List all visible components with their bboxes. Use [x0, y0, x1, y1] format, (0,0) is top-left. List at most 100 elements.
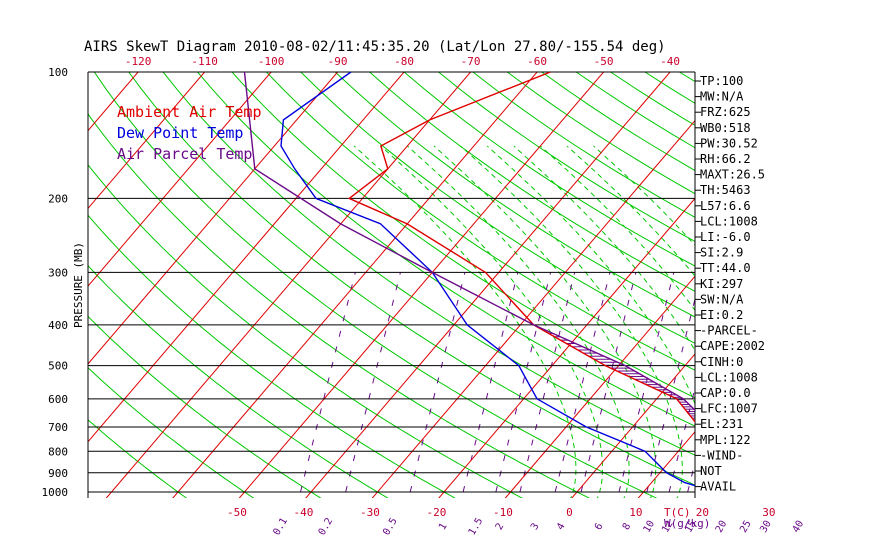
- index-label: LCL:1008: [700, 370, 758, 384]
- dry-adiabat-line: [300, 72, 695, 344]
- isotherm-line: [371, 119, 695, 498]
- index-label: SW:N/A: [700, 292, 744, 306]
- index-label: KI:297: [700, 277, 743, 291]
- index-label: MPL:122: [700, 433, 751, 447]
- index-label: SI:2.9: [700, 246, 743, 260]
- mixing-ratio-line: [300, 272, 356, 493]
- isotherm-line: [172, 72, 538, 498]
- dry-adiabat-line: [783, 72, 870, 501]
- top-temp-tick-label: -50: [594, 55, 614, 68]
- dry-adiabat-line: [266, 72, 695, 371]
- mixing-ratio-tick-label: 0.5: [381, 516, 400, 537]
- mixing-ratio-tick-label: 15: [683, 519, 699, 535]
- mixing-ratio-tick-label: 6: [593, 521, 606, 532]
- pressure-tick-label: 100: [48, 66, 68, 79]
- dry-adiabat-line: [334, 72, 695, 318]
- dry-adiabat-line: [403, 72, 695, 267]
- isotherm-line: [88, 72, 338, 365]
- pressure-tick-label: 1000: [42, 486, 69, 499]
- index-label: MAXT:26.5: [700, 168, 765, 182]
- top-temp-tick-label: -80: [394, 55, 414, 68]
- index-label: LCL:1008: [700, 214, 758, 228]
- top-temp-tick-label: -100: [258, 55, 285, 68]
- isotherm-line: [238, 72, 604, 498]
- dry-adiabat-line: [369, 72, 695, 292]
- top-temp-tick-label: -110: [191, 55, 218, 68]
- mixing-ratio-tick-label: 4: [555, 521, 568, 532]
- pressure-tick-label: 600: [48, 393, 68, 406]
- pressure-tick-label: 700: [48, 421, 68, 434]
- isotherm-line: [571, 353, 695, 498]
- mixing-ratio-line: [766, 272, 821, 492]
- isotherm-line: [88, 72, 205, 210]
- mixing-ratio-tick-label: 0.1: [271, 516, 290, 537]
- mixing-ratio-tick-label: 10: [642, 519, 658, 535]
- index-label: CAP:0.0: [700, 386, 751, 400]
- legend-entry: Dew Point Temp: [117, 124, 243, 142]
- dry-adiabat-line: [88, 367, 255, 498]
- index-label: AVAIL: [700, 480, 736, 494]
- mixing-ratio-line: [495, 272, 552, 493]
- index-label: WB0:518: [700, 121, 751, 135]
- isotherm-line: [504, 275, 695, 498]
- top-temp-tick-label: -120: [125, 55, 152, 68]
- isotherm-line: [438, 197, 695, 498]
- mixing-ratio-line: [462, 272, 519, 493]
- bottom-temp-tick-label: 10: [629, 506, 642, 519]
- index-label: LFC:1007: [700, 402, 758, 416]
- mixing-ratio-line: [580, 272, 637, 493]
- legend-entry: Ambient Air Temp: [117, 103, 262, 121]
- index-label: EL:231: [700, 417, 743, 431]
- mixing-ratio-tick-label: 2: [494, 521, 507, 532]
- x-axis-label: T(C): [664, 506, 691, 519]
- bottom-temp-tick-label: -20: [426, 506, 446, 519]
- dry-adiabat-line: [197, 72, 695, 427]
- index-label: L57:6.6: [700, 199, 751, 213]
- pressure-tick-label: 300: [48, 266, 68, 279]
- isotherm-line: [835, 72, 870, 501]
- mixing-ratio-line: [345, 272, 401, 493]
- pressure-tick-label: 200: [48, 192, 68, 205]
- y-axis-label: PRESSURE (MB): [72, 242, 85, 328]
- pressure-tick-label: 500: [48, 360, 68, 373]
- dry-adiabat-line: [88, 419, 188, 498]
- bottom-temp-tick-label: -40: [293, 506, 313, 519]
- dry-adiabat-line: [88, 214, 456, 498]
- dry-adiabat-line: [817, 72, 870, 501]
- series-line-dew-point-temp: [280, 72, 695, 487]
- index-label: CINH:0: [700, 355, 743, 369]
- dry-adiabat-line: [231, 72, 695, 399]
- index-label: LI:-6.0: [700, 230, 751, 244]
- isotherm-line: [769, 72, 870, 501]
- index-label: -PARCEL-: [700, 324, 758, 338]
- bottom-temp-tick-label: -30: [360, 506, 380, 519]
- bottom-temp-tick-label: 30: [762, 506, 775, 519]
- legend-entry: Air Parcel Temp: [117, 145, 252, 163]
- bottom-temp-tick-label: 0: [566, 506, 573, 519]
- pressure-tick-label: 800: [48, 445, 68, 458]
- index-label: FRZ:625: [700, 105, 751, 119]
- index-label: CAPE:2002: [700, 339, 765, 353]
- isotherm-line: [0, 72, 72, 501]
- index-label: EI:0.2: [700, 308, 743, 322]
- top-temp-tick-label: -60: [527, 55, 547, 68]
- index-label: -WIND-: [700, 448, 743, 462]
- mixing-ratio-line: [646, 297, 695, 493]
- mixing-ratio-tick-label: 8: [621, 521, 634, 532]
- isotherm-line: [88, 72, 405, 443]
- dry-adiabat-line: [162, 72, 695, 456]
- mixing-ratio-line: [554, 272, 611, 493]
- mixing-ratio-tick-label: 1.5: [467, 516, 486, 537]
- mixing-ratio-line: [786, 272, 841, 492]
- top-temp-tick-label: -40: [660, 55, 680, 68]
- mixing-ratio-line: [519, 272, 576, 493]
- series-line-ambient-air-temp: [347, 72, 695, 423]
- dry-adiabat-line: [93, 72, 658, 498]
- series-line-air-parcel-temp: [243, 72, 695, 412]
- mixing-ratio-tick-label: 12: [660, 519, 676, 535]
- mixing-ratio-tick-label: 25: [738, 519, 754, 535]
- mixing-ratio-tick-label: 40: [791, 519, 807, 535]
- bottom-temp-tick-label: 20: [696, 506, 709, 519]
- bottom-temp-tick-label: -50: [227, 506, 247, 519]
